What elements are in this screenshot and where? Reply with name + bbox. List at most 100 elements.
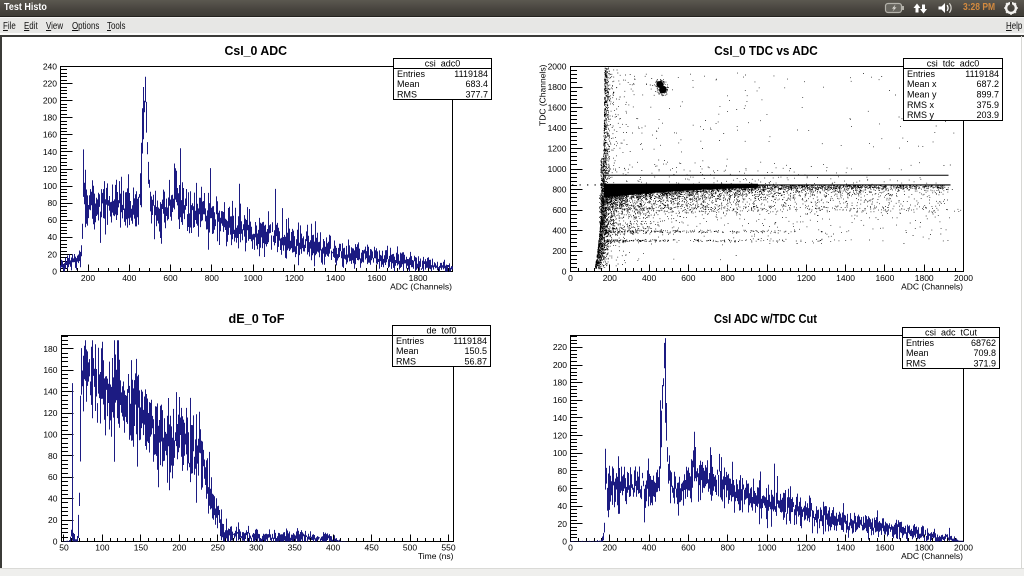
svg-text:220: 220	[553, 342, 567, 352]
svg-text:RMS: RMS	[397, 90, 417, 100]
svg-text:1800: 1800	[548, 82, 567, 92]
svg-text:550: 550	[441, 542, 455, 552]
svg-text:dE_0 ToF: dE_0 ToF	[229, 311, 285, 326]
svg-text:csi_tdc_adc0: csi_tdc_adc0	[927, 58, 980, 68]
svg-text:0: 0	[53, 536, 58, 546]
svg-text:1200: 1200	[797, 273, 816, 283]
svg-text:0: 0	[52, 266, 57, 276]
svg-text:150.5: 150.5	[464, 346, 487, 356]
svg-text:371.9: 371.9	[973, 359, 996, 369]
svg-text:RMS y: RMS y	[907, 110, 935, 120]
svg-text:350: 350	[288, 542, 302, 552]
svg-text:377.7: 377.7	[465, 90, 488, 100]
svg-text:120: 120	[43, 408, 57, 418]
svg-text:300: 300	[249, 542, 263, 552]
svg-text:1400: 1400	[836, 273, 855, 283]
svg-text:ADC (Channels): ADC (Channels)	[901, 551, 963, 561]
svg-text:200: 200	[603, 542, 617, 552]
svg-text:60: 60	[48, 215, 58, 225]
svg-text:683.4: 683.4	[465, 79, 488, 89]
svg-text:1400: 1400	[548, 123, 567, 133]
svg-text:0: 0	[562, 266, 567, 276]
svg-text:100: 100	[553, 448, 567, 458]
svg-text:1000: 1000	[244, 273, 263, 283]
svg-text:1000: 1000	[548, 164, 567, 174]
svg-text:400: 400	[642, 273, 656, 283]
svg-text:0: 0	[568, 273, 573, 283]
svg-text:1600: 1600	[548, 102, 567, 112]
svg-text:RMS: RMS	[906, 359, 926, 369]
svg-text:1600: 1600	[875, 273, 894, 283]
svg-text:180: 180	[43, 344, 57, 354]
svg-text:800: 800	[205, 273, 219, 283]
svg-text:1800: 1800	[915, 542, 934, 552]
svg-text:RMS x: RMS x	[907, 100, 935, 110]
svg-text:1000: 1000	[758, 273, 777, 283]
svg-text:CsI_0 ADC: CsI_0 ADC	[225, 43, 288, 58]
svg-text:709.8: 709.8	[973, 348, 996, 358]
svg-text:50: 50	[59, 542, 69, 552]
svg-text:Entries: Entries	[906, 338, 935, 348]
svg-text:56.87: 56.87	[464, 357, 487, 367]
svg-text:160: 160	[43, 130, 57, 140]
svg-text:160: 160	[553, 395, 567, 405]
svg-text:40: 40	[48, 494, 58, 504]
svg-text:20: 20	[558, 519, 568, 529]
svg-text:400: 400	[642, 542, 656, 552]
svg-text:68762: 68762	[971, 338, 996, 348]
svg-text:1800: 1800	[409, 273, 428, 283]
svg-text:180: 180	[553, 378, 567, 388]
svg-text:120: 120	[43, 164, 57, 174]
svg-text:899.7: 899.7	[976, 90, 999, 100]
svg-text:375.9: 375.9	[976, 100, 999, 110]
svg-text:TDC (Channels): TDC (Channels)	[538, 64, 548, 126]
svg-text:203.9: 203.9	[976, 110, 999, 120]
svg-text:Time (ns): Time (ns)	[418, 551, 454, 561]
svg-text:800: 800	[552, 184, 566, 194]
svg-text:60: 60	[48, 472, 58, 482]
svg-text:Mean: Mean	[906, 348, 929, 358]
svg-text:1400: 1400	[326, 273, 345, 283]
svg-text:200: 200	[553, 360, 567, 370]
svg-text:CsI ADC w/TDC Cut: CsI ADC w/TDC Cut	[714, 311, 818, 326]
svg-text:2000: 2000	[548, 61, 567, 71]
svg-text:500: 500	[403, 542, 417, 552]
svg-text:RMS: RMS	[396, 357, 416, 367]
svg-text:20: 20	[48, 249, 58, 259]
svg-text:100: 100	[43, 429, 57, 439]
svg-text:140: 140	[43, 387, 57, 397]
svg-text:Entries: Entries	[907, 69, 936, 79]
svg-text:1119184: 1119184	[965, 69, 999, 79]
svg-text:687.2: 687.2	[976, 79, 999, 89]
svg-text:100: 100	[95, 542, 109, 552]
svg-text:2000: 2000	[954, 542, 973, 552]
svg-text:1800: 1800	[915, 273, 934, 283]
svg-text:200: 200	[81, 273, 95, 283]
svg-text:CsI_0 TDC vs ADC: CsI_0 TDC vs ADC	[714, 43, 817, 58]
svg-text:450: 450	[365, 542, 379, 552]
svg-text:Mean x: Mean x	[907, 79, 937, 89]
svg-text:1200: 1200	[285, 273, 304, 283]
svg-text:80: 80	[48, 198, 58, 208]
svg-text:1119184: 1119184	[454, 69, 488, 79]
svg-text:250: 250	[211, 542, 225, 552]
svg-text:600: 600	[163, 273, 177, 283]
svg-text:160: 160	[43, 365, 57, 375]
svg-text:800: 800	[721, 273, 735, 283]
svg-text:600: 600	[681, 273, 695, 283]
svg-text:60: 60	[558, 483, 568, 493]
svg-text:600: 600	[681, 542, 695, 552]
svg-text:150: 150	[134, 542, 148, 552]
svg-text:140: 140	[553, 413, 567, 423]
svg-text:400: 400	[122, 273, 136, 283]
svg-text:200: 200	[43, 96, 57, 106]
svg-text:220: 220	[43, 79, 57, 89]
svg-text:Mean: Mean	[397, 79, 420, 89]
svg-text:0: 0	[562, 536, 567, 546]
svg-text:400: 400	[552, 225, 566, 235]
svg-text:1000: 1000	[758, 542, 777, 552]
svg-text:1600: 1600	[875, 542, 894, 552]
svg-text:20: 20	[48, 515, 58, 525]
svg-text:40: 40	[48, 232, 58, 242]
svg-text:Mean y: Mean y	[907, 90, 937, 100]
